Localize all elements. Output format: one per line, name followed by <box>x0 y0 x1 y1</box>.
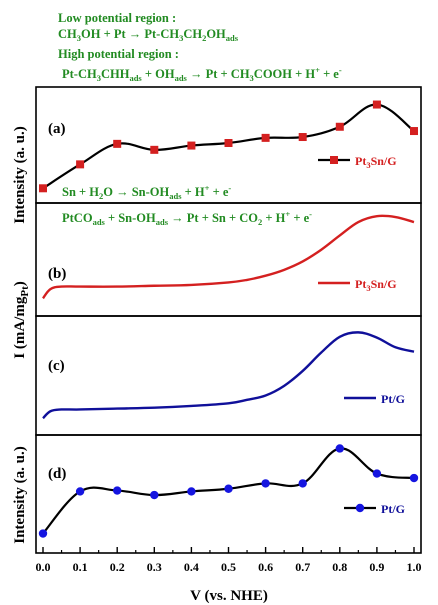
data-point-d-5 <box>224 484 233 493</box>
data-point-d-7 <box>298 479 307 488</box>
data-point-a-9 <box>372 100 381 109</box>
x-tick-label-6: 0.6 <box>258 560 273 574</box>
legend-d-label: Pt/G <box>381 502 405 516</box>
data-point-d-2 <box>113 486 122 495</box>
data-point-a-5 <box>224 139 233 147</box>
data-point-d-4 <box>187 487 196 496</box>
series-layer <box>38 100 419 538</box>
panel-label-a: (a) <box>48 121 66 137</box>
legend-d-marker <box>355 503 365 513</box>
legend-d: Pt/G <box>344 502 405 516</box>
ylabel-a: Intensity (a. u.) <box>12 126 28 224</box>
data-point-a-3 <box>150 145 159 154</box>
x-tick-label-9: 0.9 <box>369 560 384 574</box>
data-point-d-9 <box>372 469 382 478</box>
series-line-c <box>42 331 415 420</box>
top-annotation: Low potential region : CH3OH + Pt → Pt-C… <box>58 11 342 83</box>
data-point-a-10 <box>410 127 418 136</box>
legend-c-label: Pt/G <box>381 392 405 406</box>
annotation-high-potential-title: High potential region : <box>58 47 179 61</box>
annotation-ptco: PtCOads + Sn-OHads → Pt + Sn + CO2 + H+ … <box>62 209 312 227</box>
data-point-a-8 <box>335 122 344 131</box>
x-tick-label-4: 0.4 <box>184 560 199 574</box>
series-line-b <box>42 214 415 300</box>
x-tick-label-1: 0.1 <box>73 560 88 574</box>
panel-frame-d <box>35 434 422 554</box>
legend-c: Pt/G <box>344 392 405 406</box>
data-point-d-8 <box>335 444 344 453</box>
ylabel-d: Intensity (a. u.) <box>12 446 28 544</box>
annotation-low-potential-title: Low potential region : <box>58 11 176 25</box>
panel-label-c: (c) <box>48 358 65 374</box>
x-tick-label-2: 0.2 <box>110 560 125 574</box>
data-point-a-4 <box>187 141 196 150</box>
annotation-sn-water: Sn + H2O → Sn-OHads + H+ + e- <box>62 183 231 201</box>
x-tick-label-5: 0.5 <box>221 560 236 574</box>
x-tick-label-7: 0.7 <box>295 560 310 574</box>
legend-b: Pt3Sn/G <box>318 277 397 293</box>
data-point-a-7 <box>298 133 307 142</box>
panel-label-d: (d) <box>48 466 66 482</box>
data-point-d-0 <box>38 529 48 538</box>
annotation-high-potential-reaction: Pt-CH3CHHads + OHads → Pt + CH3COOH + H+… <box>62 65 342 83</box>
data-point-a-0 <box>39 184 47 193</box>
data-point-d-1 <box>75 487 85 496</box>
x-tick-label-10: 1.0 <box>407 560 422 574</box>
data-point-d-6 <box>261 479 270 488</box>
legend-b-label: Pt3Sn/G <box>355 277 397 293</box>
legend-a-marker <box>330 156 338 164</box>
legend-a: Pt3Sn/G <box>318 154 397 170</box>
data-point-d-3 <box>150 490 159 500</box>
ylabel-middle: I (mA/mgPt) <box>12 281 31 358</box>
data-point-a-1 <box>76 160 85 169</box>
xlabel: V (vs. NHE) <box>190 588 268 604</box>
data-point-a-6 <box>261 133 270 142</box>
x-tick-label-8: 0.8 <box>332 560 347 574</box>
x-tick-label-0: 0.0 <box>36 560 51 574</box>
legend-a-label: Pt3Sn/G <box>355 154 397 170</box>
x-axis-ticks: 0.0 0.1 0.2 0.3 0.4 0.5 0.6 0.7 0.8 0.9 1.0 <box>36 547 422 574</box>
data-point-d-10 <box>409 473 419 483</box>
annotation-low-potential-reaction: CH3OH + Pt → Pt-CH3CH2OHads <box>58 27 239 43</box>
panel-label-b: (b) <box>48 266 66 282</box>
x-tick-label-3: 0.3 <box>147 560 162 574</box>
data-point-a-2 <box>113 139 122 148</box>
